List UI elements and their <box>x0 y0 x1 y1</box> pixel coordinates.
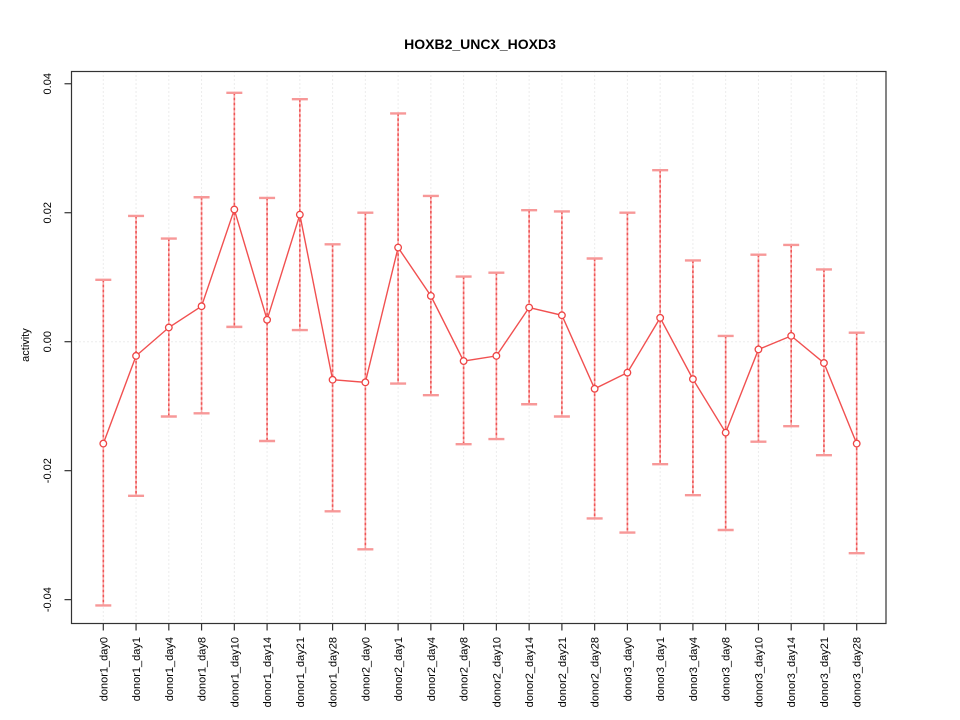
x-tick-label: donor3_day1 <box>655 637 667 701</box>
x-tick-label: donor3_day8 <box>721 637 733 701</box>
x-tick-label: donor3_day0 <box>622 637 634 701</box>
x-tick-label: donor2_day28 <box>590 637 602 707</box>
data-point <box>557 311 566 320</box>
x-tick-label: donor3_day14 <box>786 637 798 707</box>
data-point <box>721 428 730 437</box>
y-tick-label: -0.02 <box>42 458 54 483</box>
x-tick-label: donor1_day10 <box>229 637 241 707</box>
x-tick-label: donor2_day1 <box>393 637 405 701</box>
data-point <box>852 439 861 448</box>
x-tick-label: donor2_day21 <box>557 637 569 707</box>
data-point <box>688 375 697 384</box>
data-point <box>819 359 828 367</box>
plot-frame <box>70 70 887 625</box>
data-point <box>525 303 534 312</box>
data-point <box>426 291 435 300</box>
data-point <box>459 357 468 365</box>
x-tick-label: donor2_day8 <box>459 637 471 701</box>
data-point <box>754 345 763 354</box>
data-point <box>492 351 501 360</box>
data-point <box>295 210 304 219</box>
data-point <box>394 243 403 252</box>
data-point <box>99 439 108 448</box>
x-tick-label: donor1_day8 <box>197 637 209 701</box>
data-point <box>263 315 272 324</box>
series-line <box>102 207 858 444</box>
x-tick-label: donor3_day21 <box>819 637 831 707</box>
x-tick-label: donor1_day28 <box>328 637 340 707</box>
x-tick-label: donor2_day4 <box>426 637 438 701</box>
x-tick-label: donor3_day10 <box>753 637 765 707</box>
y-tick-label: 0.02 <box>42 202 54 223</box>
x-tick-label: donor1_day0 <box>98 637 110 701</box>
data-point <box>590 384 599 393</box>
data-point <box>787 331 796 340</box>
x-tick-label: donor3_day4 <box>688 637 700 701</box>
data-point <box>132 351 141 360</box>
x-tick-label: donor1_day21 <box>295 637 307 707</box>
data-point <box>230 205 239 214</box>
y-tick-label: 0.04 <box>42 73 54 94</box>
y-tick-label: -0.04 <box>42 587 54 612</box>
data-point <box>328 375 337 384</box>
data-point <box>197 302 206 311</box>
x-tick-label: donor1_day4 <box>164 637 176 701</box>
data-point <box>623 368 632 377</box>
x-tick-label: donor2_day14 <box>524 637 536 707</box>
chart-title: HOXB2_UNCX_HOXD3 <box>404 36 556 52</box>
data-point <box>656 313 665 322</box>
x-tick-label: donor2_day0 <box>360 637 372 701</box>
y-tick-label: 0.00 <box>42 331 54 352</box>
data-point <box>164 323 173 332</box>
x-tick-label: donor1_day1 <box>131 637 143 701</box>
data-point <box>361 378 370 387</box>
x-tick-label: donor3_day28 <box>852 637 864 707</box>
x-tick-label: donor2_day10 <box>491 637 503 707</box>
x-tick-label: donor1_day14 <box>262 637 274 707</box>
